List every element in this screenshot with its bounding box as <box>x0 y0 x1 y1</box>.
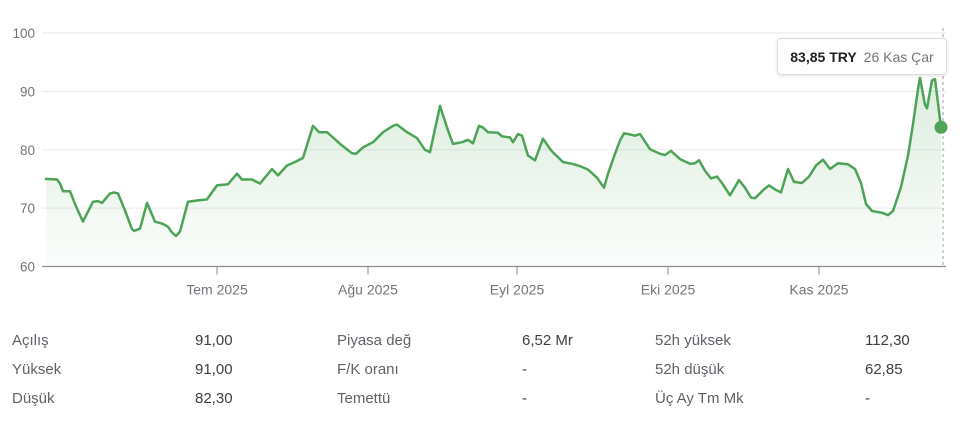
stat-label: Açılış <box>12 332 49 349</box>
stat-value: - <box>865 390 870 407</box>
x-axis-label: Eyl 2025 <box>490 282 545 298</box>
stat-label: F/K oranı <box>337 361 399 378</box>
y-axis-label: 100 <box>12 26 35 41</box>
stat-value: 112,30 <box>865 332 910 349</box>
stat-row-dusuk: Düşük 82,30 <box>12 389 332 409</box>
price-area <box>46 77 941 267</box>
stat-row-piyasa-deg: Piyasa değ 6,52 Mr <box>337 331 652 351</box>
stat-label: 52h yüksek <box>655 332 731 349</box>
stat-row-fk-orani: F/K oranı - <box>337 360 652 380</box>
stat-value: 91,00 <box>195 361 233 378</box>
tooltip-date: 26 Kas Çar <box>863 48 934 65</box>
chart-tooltip: 83,85 TRY 26 Kas Çar <box>777 38 947 75</box>
stat-label: Üç Ay Tm Mk <box>655 390 744 407</box>
x-axis-label: Tem 2025 <box>186 282 248 298</box>
stat-row-52h-yuksek: 52h yüksek 112,30 <box>655 331 955 351</box>
y-axis-label: 80 <box>20 143 35 158</box>
stat-row-acilis: Açılış 91,00 <box>12 331 332 351</box>
stat-value: 6,52 Mr <box>522 332 573 349</box>
stat-row-52h-dusuk: 52h düşük 62,85 <box>655 360 955 380</box>
stat-label: Yüksek <box>12 361 62 378</box>
stat-value: 82,30 <box>195 390 233 407</box>
stat-value: - <box>522 361 527 378</box>
price-line <box>44 76 943 238</box>
price-chart-svg[interactable]: 100 90 80 70 60 Tem 2025 Ağu 2025 Eyl 2025 Eki 2… <box>0 0 960 310</box>
tooltip-price: 83,85 TRY <box>790 48 857 65</box>
x-axis-label: Kas 2025 <box>789 282 848 298</box>
stat-value: - <box>522 390 527 407</box>
price-chart[interactable]: 100 90 80 70 60 Tem 2025 Ağu 2025 Eyl 2025 Eki 2… <box>0 0 960 310</box>
stat-row-uc-ay-tm-mk: Üç Ay Tm Mk - <box>655 389 955 409</box>
stat-value: 91,00 <box>195 332 233 349</box>
y-axis-label: 60 <box>20 260 35 275</box>
y-axis-label: 70 <box>20 201 35 216</box>
stat-label: Düşük <box>12 390 55 407</box>
x-axis-label: Eki 2025 <box>641 282 696 298</box>
y-axis-label: 90 <box>20 84 35 99</box>
stat-value: 62,85 <box>865 361 903 378</box>
current-price-marker <box>934 120 948 134</box>
stat-row-temettu: Temettü - <box>337 389 652 409</box>
x-axis-label: Ağu 2025 <box>338 282 398 298</box>
stat-label: 52h düşük <box>655 361 725 378</box>
stat-label: Temettü <box>337 390 391 407</box>
stat-row-yuksek: Yüksek 91,00 <box>12 360 332 380</box>
stat-label: Piyasa değ <box>337 332 412 349</box>
